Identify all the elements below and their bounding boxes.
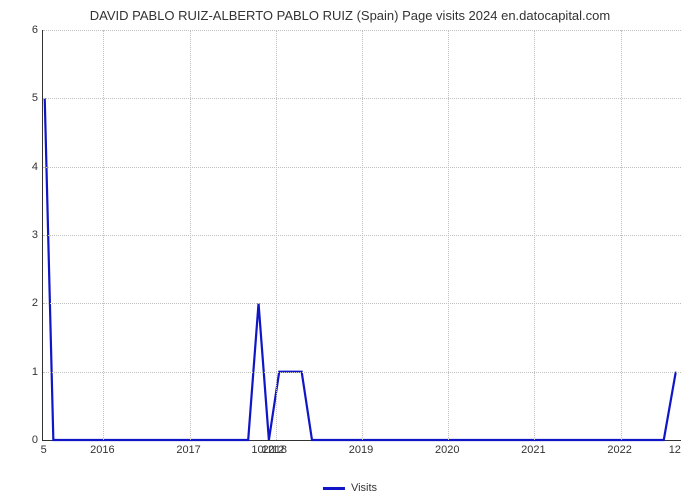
gridline-vertical — [103, 30, 104, 440]
x-tick-label: 2019 — [349, 444, 373, 456]
gridline-vertical — [621, 30, 622, 440]
x-annotation: 12 — [272, 444, 284, 456]
gridline-vertical — [448, 30, 449, 440]
x-annotation: 12 — [669, 444, 681, 456]
x-annotation: 5 — [41, 444, 47, 456]
x-tick-label: 2022 — [607, 444, 631, 456]
x-tick-label: 2017 — [176, 444, 200, 456]
gridline-vertical — [534, 30, 535, 440]
gridline-vertical — [362, 30, 363, 440]
legend-swatch — [323, 487, 345, 490]
legend: Visits — [323, 482, 377, 494]
series-line-visits — [45, 98, 676, 440]
chart-title: DAVID PABLO RUIZ-ALBERTO PABLO RUIZ (Spa… — [0, 0, 700, 23]
y-tick-label: 5 — [32, 92, 38, 104]
y-tick-label: 0 — [32, 434, 38, 446]
y-tick-label: 6 — [32, 24, 38, 36]
x-tick-label: 2016 — [90, 444, 114, 456]
y-tick-label: 1 — [32, 366, 38, 378]
x-tick-label: 2021 — [521, 444, 545, 456]
gridline-vertical — [276, 30, 277, 440]
legend-label: Visits — [351, 482, 377, 494]
x-tick-label: 2020 — [435, 444, 459, 456]
chart-container: DAVID PABLO RUIZ-ALBERTO PABLO RUIZ (Spa… — [0, 0, 700, 500]
y-tick-label: 4 — [32, 161, 38, 173]
gridline-vertical — [190, 30, 191, 440]
plot-area — [42, 30, 681, 441]
y-tick-label: 3 — [32, 229, 38, 241]
y-tick-label: 2 — [32, 297, 38, 309]
